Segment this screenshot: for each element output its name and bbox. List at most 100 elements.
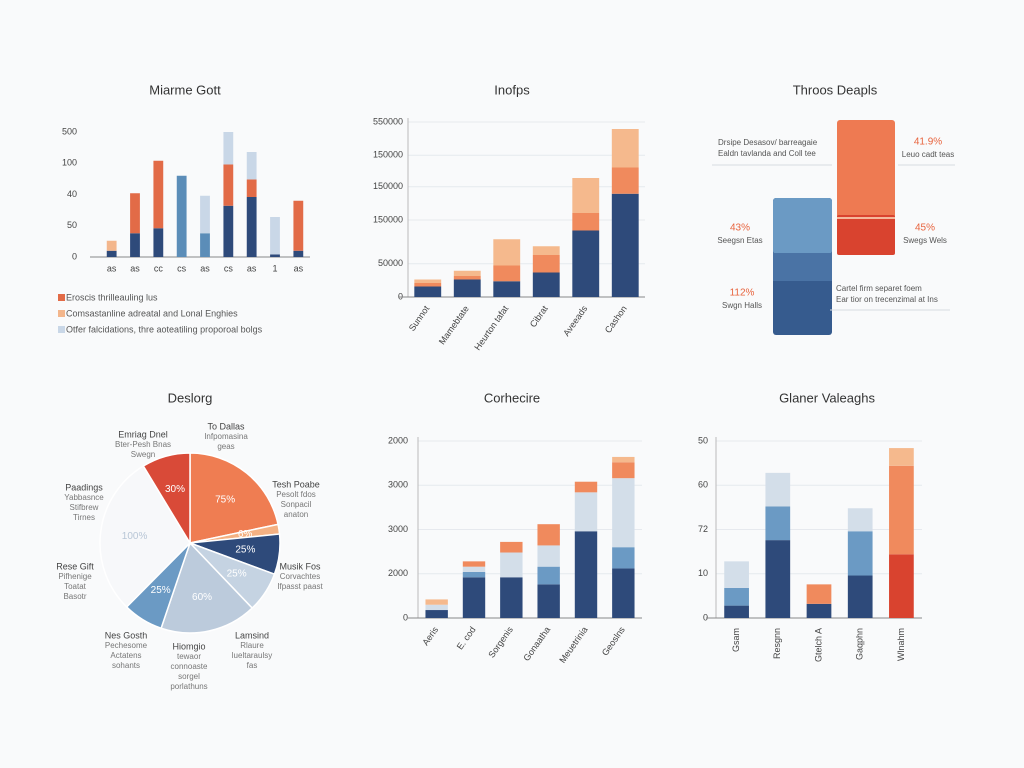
y-tick-label: 50 <box>67 220 77 230</box>
annotation-value: 41.9% <box>914 137 942 148</box>
bar-segment <box>462 571 486 578</box>
x-tick-label: as <box>247 263 257 273</box>
annotation-text: Seegsn Etas <box>717 236 762 245</box>
bar-segment <box>223 132 234 165</box>
bar-segment <box>847 575 873 618</box>
note-text: Ear tior on trecenzimal at Ins <box>836 295 938 304</box>
callout-text: Tesh Poabe <box>272 479 320 489</box>
slice-label: 25% <box>151 585 171 596</box>
annotation-text: Swegs Wels <box>903 236 947 245</box>
x-tick-label: Sunnot <box>407 303 432 333</box>
x-tick-label: Gaqphn <box>855 628 865 660</box>
bar-segment <box>246 197 257 257</box>
bar-segment <box>223 164 234 206</box>
callout-text: To Dallas <box>207 421 245 431</box>
bar-segment <box>765 540 791 618</box>
y-tick-label: 150000 <box>373 214 403 224</box>
bar-segment <box>765 506 791 541</box>
pie-slice <box>189 452 279 544</box>
bar-segment <box>612 478 635 548</box>
y-tick-label: 100 <box>62 158 77 168</box>
slice-label: 75% <box>215 494 235 505</box>
bar-segment <box>537 566 560 585</box>
chart-title: Inofps <box>494 82 530 97</box>
y-tick-label: 150000 <box>373 181 403 191</box>
callout-text: geas <box>217 442 234 451</box>
x-tick-label: Meuetrinia <box>557 625 589 665</box>
callout-text: Toatat <box>64 582 87 591</box>
bar-segment <box>425 604 448 611</box>
bar-segment <box>200 233 210 257</box>
y-tick-label: 500 <box>62 126 77 136</box>
bar-segment <box>724 587 749 606</box>
bar-segment <box>223 205 234 257</box>
bar-segment <box>500 577 523 618</box>
slice-label: 30% <box>165 484 185 495</box>
bar-segment <box>270 254 280 257</box>
x-tick-label: Cashon <box>603 304 629 335</box>
block <box>837 120 895 220</box>
bar-segment <box>724 561 749 588</box>
x-tick-label: Geoslns <box>600 624 627 657</box>
y-tick-label: 0 <box>398 291 403 301</box>
bar-segment <box>889 554 914 618</box>
y-tick-label: 150000 <box>373 150 403 160</box>
y-tick-label: 0 <box>403 612 408 622</box>
bar-segment <box>847 531 873 576</box>
callout-text: Rlaure <box>240 641 264 650</box>
callout-text: Musik Fos <box>279 561 321 571</box>
callout-text: connoaste <box>171 662 208 671</box>
legend-label: Eroscis thrilleauling lus <box>66 292 158 302</box>
bar-segment <box>537 584 560 618</box>
legend-label: Otfer falcidations, thre aoteatiling pro… <box>66 324 263 334</box>
bar-segment <box>106 250 117 257</box>
callout-text: Corvachtes <box>280 572 320 581</box>
x-tick-label: Gtelch A <box>813 628 823 662</box>
bar-segment <box>270 217 280 255</box>
bar-segment <box>500 541 523 553</box>
x-tick-label: cs <box>177 263 187 273</box>
note-text: Ealdn tavlanda and Coll tee <box>718 149 816 158</box>
pie-slice <box>160 541 254 634</box>
slice-label: 60% <box>192 592 212 603</box>
y-tick-label: 72 <box>698 524 708 534</box>
y-tick-label: 0 <box>72 251 77 261</box>
bar-segment <box>572 230 600 297</box>
callout-text: Sonpacil <box>281 500 312 509</box>
bar-segment <box>493 265 521 282</box>
x-tick-label: Aveeads <box>561 303 589 338</box>
block <box>837 215 895 255</box>
bar-segment <box>293 200 304 251</box>
callout-text: sorgel <box>178 672 200 681</box>
chart-title: Throos Deapls <box>793 82 878 97</box>
callout-text: Pesolt fdos <box>276 490 316 499</box>
bar-segment <box>532 255 560 273</box>
x-tick-label: Cibrat <box>528 303 550 329</box>
y-tick-label: 50 <box>698 435 708 445</box>
bar-segment <box>462 561 486 567</box>
bar-segment <box>425 610 448 618</box>
bar-segment <box>806 603 832 618</box>
bar-segment <box>572 213 600 231</box>
chart-title: Deslorg <box>168 390 213 405</box>
x-tick-label: as <box>130 263 140 273</box>
y-tick-label: 40 <box>67 189 77 199</box>
bar-segment <box>612 568 635 618</box>
bar-segment <box>847 508 873 532</box>
y-tick-label: 60 <box>698 480 708 490</box>
bar-segment <box>453 276 481 280</box>
slice-label: 25% <box>235 545 255 556</box>
slice-label: 100% <box>122 531 148 542</box>
bar-segment <box>246 152 257 180</box>
x-tick-label: Aeris <box>420 624 440 647</box>
bar-segment <box>500 552 523 578</box>
x-tick-label: Gsam <box>731 628 741 652</box>
slice-label: 25% <box>227 568 247 579</box>
x-tick-label: Gonaatha <box>521 625 552 663</box>
bar-segment <box>246 179 257 197</box>
bar-segment <box>537 524 560 546</box>
x-tick-label: Sorgenis <box>486 624 515 659</box>
x-tick-label: cs <box>224 263 234 273</box>
bar-segment <box>414 283 442 287</box>
callout-text: Ifpasst paast <box>277 582 323 591</box>
